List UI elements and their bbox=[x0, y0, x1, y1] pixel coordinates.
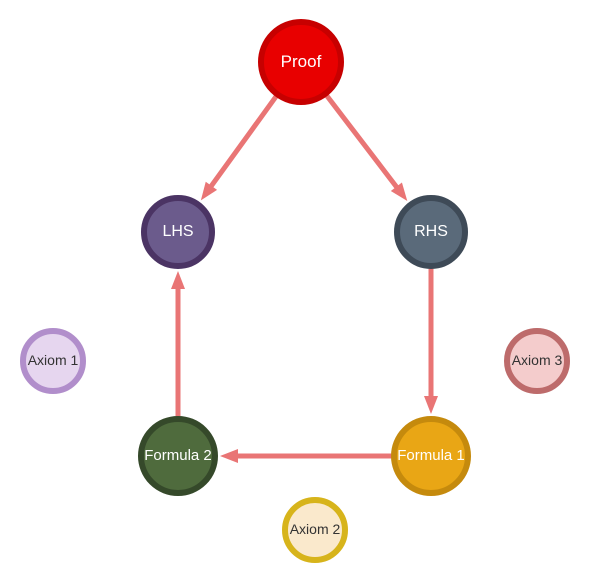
diagram-stage: Proof LHS RHS Axiom 1 Axiom 3 Formula 2 Formul… bbox=[0, 0, 590, 580]
node-label: Axiom 2 bbox=[290, 522, 341, 537]
edge-arrowhead bbox=[424, 396, 438, 414]
edge-line bbox=[327, 96, 396, 187]
edge-line bbox=[211, 97, 275, 186]
node-rhs: RHS bbox=[394, 195, 468, 269]
node-formula2: Formula 2 bbox=[138, 416, 218, 496]
node-axiom3: Axiom 3 bbox=[504, 328, 570, 394]
edge-arrowhead bbox=[220, 449, 238, 463]
node-label: Proof bbox=[281, 53, 322, 72]
node-proof: Proof bbox=[258, 19, 344, 105]
edge-arrowhead bbox=[391, 182, 407, 201]
edge-arrowhead bbox=[171, 271, 185, 289]
node-lhs: LHS bbox=[141, 195, 215, 269]
node-formula1: Formula 1 bbox=[391, 416, 471, 496]
node-axiom2: Axiom 2 bbox=[282, 497, 348, 563]
node-label: Axiom 3 bbox=[512, 353, 563, 368]
node-label: LHS bbox=[162, 223, 193, 241]
node-label: Formula 2 bbox=[144, 448, 212, 465]
node-label: RHS bbox=[414, 223, 448, 241]
node-label: Axiom 1 bbox=[28, 353, 79, 368]
node-axiom1: Axiom 1 bbox=[20, 328, 86, 394]
edge-arrowhead bbox=[201, 182, 217, 201]
node-label: Formula 1 bbox=[397, 448, 465, 465]
